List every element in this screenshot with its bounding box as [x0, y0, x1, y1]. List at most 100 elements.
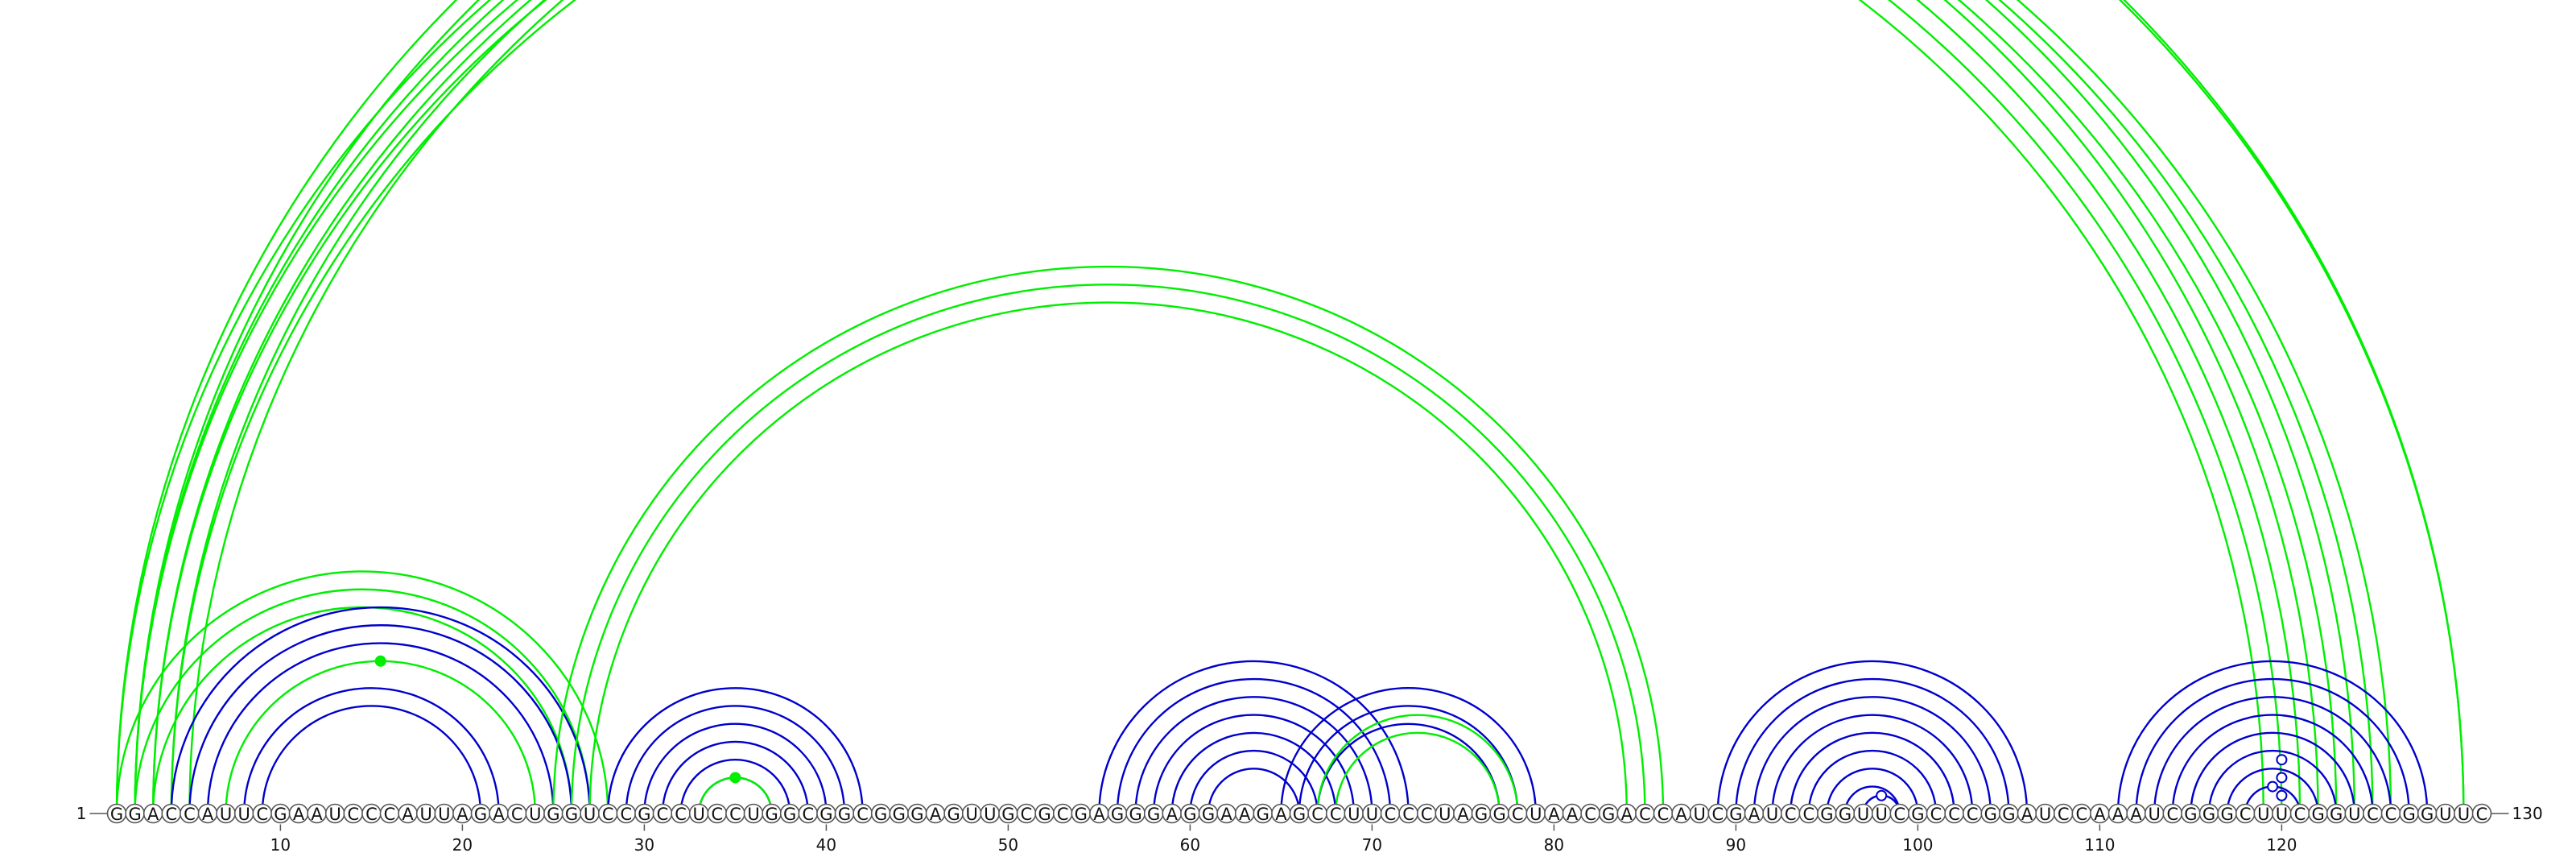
- arc-marker: [374, 655, 386, 667]
- base-pair-arc: [643, 722, 828, 814]
- nucleotide-letter: C: [1785, 805, 1797, 824]
- nucleotide-letter: G: [1075, 805, 1088, 824]
- nucleotide-letter: C: [802, 805, 814, 824]
- nucleotide-letter: A: [202, 805, 214, 824]
- nucleotide-letter: G: [1111, 805, 1124, 824]
- nucleotide-letter: C: [384, 805, 396, 824]
- nucleotide-letter: C: [1057, 805, 1069, 824]
- nucleotide-letter: G: [1839, 805, 1852, 824]
- base-pair-arcs: [115, 0, 2465, 814]
- nucleotide-letter: G: [1183, 805, 1196, 824]
- base-pair-arc: [1316, 714, 1519, 814]
- nucleotide-letter: C: [729, 805, 741, 824]
- position-ticks: 10 20 30 40 50 60 70 80 90 100 110 120: [270, 824, 2297, 855]
- nucleotide-letter: C: [2367, 805, 2379, 824]
- base-pair-arc: [1298, 705, 1519, 814]
- nucleotide-letter: G: [819, 805, 832, 824]
- base-pair-arc: [152, 606, 573, 814]
- nucleotide-letter: U: [529, 805, 541, 824]
- base-pair-arc: [1716, 660, 2029, 814]
- nucleotide-letter: C: [2385, 805, 2397, 824]
- base-pair-arc: [1843, 785, 1901, 814]
- base-pair-arc: [115, 0, 2465, 814]
- nucleotide-letter: C: [602, 805, 614, 824]
- base-pair-arc: [588, 301, 1628, 814]
- nucleotide-letter: C: [1711, 805, 1724, 824]
- nucleotide-letter: A: [1275, 805, 1287, 824]
- nucleotide-letter: C: [1385, 805, 1397, 824]
- base-pair-arc: [152, 0, 2338, 814]
- nucleotide-letter: G: [110, 805, 123, 824]
- nucleotide-letter: G: [1202, 805, 1215, 824]
- nucleotide-letter: G: [565, 805, 578, 824]
- nucleotide-letter: C: [365, 805, 378, 824]
- tick-label: 30: [634, 835, 654, 855]
- nucleotide-letter: C: [2294, 805, 2306, 824]
- nucleotide-letter: C: [711, 805, 723, 824]
- sequence-end-label: 130: [2512, 804, 2543, 823]
- nucleotide-letter: C: [1657, 805, 1670, 824]
- base-pair-arc: [2135, 677, 2410, 814]
- nucleotide-letter: G: [638, 805, 650, 824]
- base-pair-arc: [115, 570, 609, 814]
- base-pair-arc: [188, 0, 2392, 814]
- nucleotide-letter: U: [2149, 805, 2161, 824]
- nucleotide-letter: G: [2421, 805, 2434, 824]
- tick-label: 10: [270, 835, 291, 855]
- nucleotide-letter: C: [1967, 805, 1979, 824]
- base-pair-arc: [225, 660, 536, 814]
- nucleotide-letter: U: [2039, 805, 2051, 824]
- nucleotide-letter: C: [1330, 805, 1342, 824]
- arc-marker: [1876, 789, 1888, 801]
- nucleotide-letter: U: [1694, 805, 1706, 824]
- nucleotide-letter: C: [1512, 805, 1524, 824]
- nucleotide-letter: A: [1239, 805, 1251, 824]
- nucleotide-letter: C: [2166, 805, 2178, 824]
- base-pair-arc: [206, 642, 555, 814]
- base-pair-arc: [1335, 731, 1501, 814]
- base-pair-arc: [1170, 731, 1337, 814]
- nucleotide-letter: G: [547, 805, 559, 824]
- arc-marker: [2267, 780, 2279, 793]
- nucleotide-letter: A: [456, 805, 469, 824]
- nucleotide-letter: U: [329, 805, 341, 824]
- base-pair-arc: [134, 0, 2301, 814]
- nucleotide-letter: G: [1729, 805, 1742, 824]
- nucleotide-letter: G: [2202, 805, 2215, 824]
- nucleotide-letter: G: [2002, 805, 2015, 824]
- nucleotide-letter: A: [1093, 805, 1105, 824]
- nucleotide-letter: G: [2402, 805, 2415, 824]
- arc-marker: [729, 772, 741, 784]
- base-pair-arc: [1153, 714, 1355, 814]
- tick-label: 60: [1180, 835, 1200, 855]
- nucleotide-letter: U: [238, 805, 250, 824]
- nucleotide-letter: U: [2458, 805, 2470, 824]
- base-pair-arc: [1807, 749, 1938, 814]
- nucleotide-letter: G: [274, 805, 287, 824]
- nucleotide-letter: U: [966, 805, 978, 824]
- nucleotide-letter: A: [402, 805, 414, 824]
- nucleotide-letter: U: [747, 805, 759, 824]
- nucleotide-letter: U: [420, 805, 432, 824]
- nucleotide-letter: U: [220, 805, 232, 824]
- base-pair-arc: [152, 0, 2283, 814]
- nucleotide-letter: U: [1876, 805, 1888, 824]
- nucleotide-letter: U: [2348, 805, 2360, 824]
- tick-label: 40: [816, 835, 836, 855]
- nucleotide-letter: G: [2311, 805, 2324, 824]
- base-pair-arc: [2207, 749, 2338, 814]
- nucleotide-letter: C: [1639, 805, 1651, 824]
- nucleotide-letter: G: [1911, 805, 1924, 824]
- nucleotide-letter: U: [584, 805, 596, 824]
- base-pair-arc: [1790, 731, 1955, 814]
- nucleotide-letter: G: [783, 805, 796, 824]
- nucleotide-letter: A: [2094, 805, 2106, 824]
- base-pair-arc: [170, 606, 591, 814]
- nucleotide-letter: C: [511, 805, 523, 824]
- nucleotide-letter: A: [493, 805, 505, 824]
- base-pair-arc: [1098, 660, 1410, 814]
- nucleotide-letter: C: [1930, 805, 1942, 824]
- base-pair-arc: [1771, 714, 1974, 814]
- nucleotide-letter: U: [1530, 805, 1542, 824]
- nucleotide-letter: A: [1220, 805, 1232, 824]
